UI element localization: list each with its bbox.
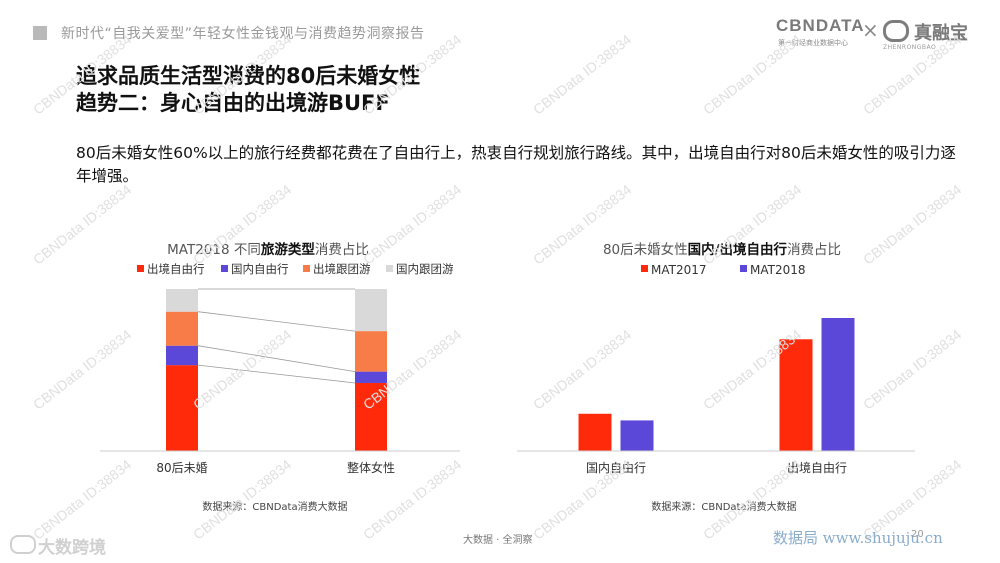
report-header: 新时代“自我关爱型”年轻女性金钱观与消费趋势洞察报告 — [33, 24, 425, 42]
chart2-bar — [779, 339, 813, 451]
chart1-connectors — [197, 288, 356, 384]
slide-description: 80后未婚女性60%以上的旅行经费都花费在了自由行上，热衷自行规划旅行路线。其中… — [76, 144, 956, 185]
chart2-bar — [578, 413, 612, 451]
chart1-bar-segment — [166, 311, 198, 346]
chart2-legend: MAT2017 MAT2018 — [641, 263, 806, 277]
chart2-legend-swatch — [641, 265, 648, 272]
chart1-connector-line — [197, 311, 356, 332]
logo-group: CBNDATA 第一财经商业数据中心 × 真融宝 ZHENRONGBAO — [776, 16, 976, 51]
chart1-x-label: 80后未婚 — [156, 461, 207, 475]
chart1-legend-swatch — [221, 265, 228, 272]
chart1-legend-label: 出境自由行 — [147, 262, 205, 276]
chart2-legend-label: MAT2018 — [750, 263, 806, 277]
chart1-legend-swatch — [386, 265, 393, 272]
chart2-bar — [620, 420, 654, 451]
chart1-title-prefix: MAT2018 不同 — [167, 242, 261, 258]
grouped-bar-chart: 80后未婚女性国内/出境自由行消费占比 MAT2017 MAT2018 国内自由行… — [517, 241, 915, 513]
footer-slogan: 大数据 · 全洞察 — [463, 535, 533, 546]
chart1-x-labels: 80后未婚 整体女性 — [156, 460, 395, 475]
chart1-title: MAT2018 不同旅游类型消费占比 — [167, 241, 369, 258]
chart2-x-labels: 国内自由行 出境自由行 — [586, 460, 847, 475]
chart1-bar-segment — [355, 382, 387, 451]
chart1-legend-label: 国内跟团游 — [396, 262, 454, 276]
chart2-legend-label: MAT2017 — [651, 263, 707, 277]
report-title: 新时代“自我关爱型”年轻女性金钱观与消费趋势洞察报告 — [61, 26, 425, 42]
chart1-bar-segment — [166, 345, 198, 366]
chart1-legend: 出境自由行 国内自由行 出境跟团游 国内跟团游 — [137, 262, 454, 276]
stacked-bar-chart: MAT2018 不同旅游类型消费占比 出境自由行 国内自由行 出境跟团游 国内跟团游 … — [100, 241, 460, 513]
chart1-bars — [166, 289, 387, 451]
chart1-legend-swatch — [137, 265, 144, 272]
shujuju-watermark: 数据局 www.shujuju.cn — [773, 529, 943, 547]
page-number: 20 — [911, 529, 924, 540]
chart1-connector-line — [197, 364, 356, 384]
chart2-title-prefix: 80后未婚女性 — [603, 241, 688, 258]
zhenrongbao-logo: 真融宝 — [914, 23, 968, 44]
cbndata-logo-sub: 第一财经商业数据中心 — [778, 39, 848, 47]
chart2-bars — [578, 318, 855, 451]
chart1-source: 数据来源：CBNData消费大数据 — [202, 500, 347, 513]
slide-title-line1: 追求品质生活型消费的80后未婚女性 — [76, 64, 421, 88]
chart1-bar-segment — [355, 371, 387, 383]
chart2-title-suffix: 消费占比 — [787, 242, 841, 258]
chart1-title-suffix: 消费占比 — [315, 242, 369, 258]
chart1-legend-label: 国内自由行 — [231, 262, 289, 276]
chart2-x-label: 国内自由行 — [586, 461, 646, 475]
chart1-legend-label: 出境跟团游 — [313, 262, 371, 276]
chart1-bar-segment — [166, 365, 198, 451]
dashujuajing-logo-icon — [10, 535, 36, 554]
chart1-connector-line — [197, 345, 356, 373]
zhenrongbao-logo-sub: ZHENRONGBAO — [883, 44, 937, 51]
chart2-title-bold: 国内/出境自由行 — [688, 241, 788, 258]
header-square-icon — [33, 26, 47, 40]
chart1-bar-segment — [166, 289, 198, 312]
slide-title-line2: 趋势二：身心自由的出境游BUFF — [76, 91, 390, 115]
chart1-bar-segment — [355, 289, 387, 332]
chart2-x-label: 出境自由行 — [787, 460, 847, 475]
cbndata-logo: CBNDATA — [776, 16, 865, 35]
chart2-source: 数据来源：CBNData消费大数据 — [651, 500, 796, 513]
zhenrongbao-logo-icon — [883, 20, 909, 42]
chart2-bar — [821, 318, 855, 451]
chart1-legend-swatch — [303, 265, 310, 272]
chart1-bar-segment — [355, 331, 387, 372]
chart2-title: 80后未婚女性国内/出境自由行消费占比 — [603, 241, 841, 258]
logo-separator: × — [862, 18, 879, 42]
chart1-x-label: 整体女性 — [347, 460, 395, 475]
dashujuajing-watermark: 大数跨境 — [38, 538, 106, 558]
chart2-legend-swatch — [740, 265, 747, 272]
slide-title: 追求品质生活型消费的80后未婚女性 趋势二：身心自由的出境游BUFF — [76, 63, 420, 117]
chart1-title-bold: 旅游类型 — [261, 241, 315, 258]
